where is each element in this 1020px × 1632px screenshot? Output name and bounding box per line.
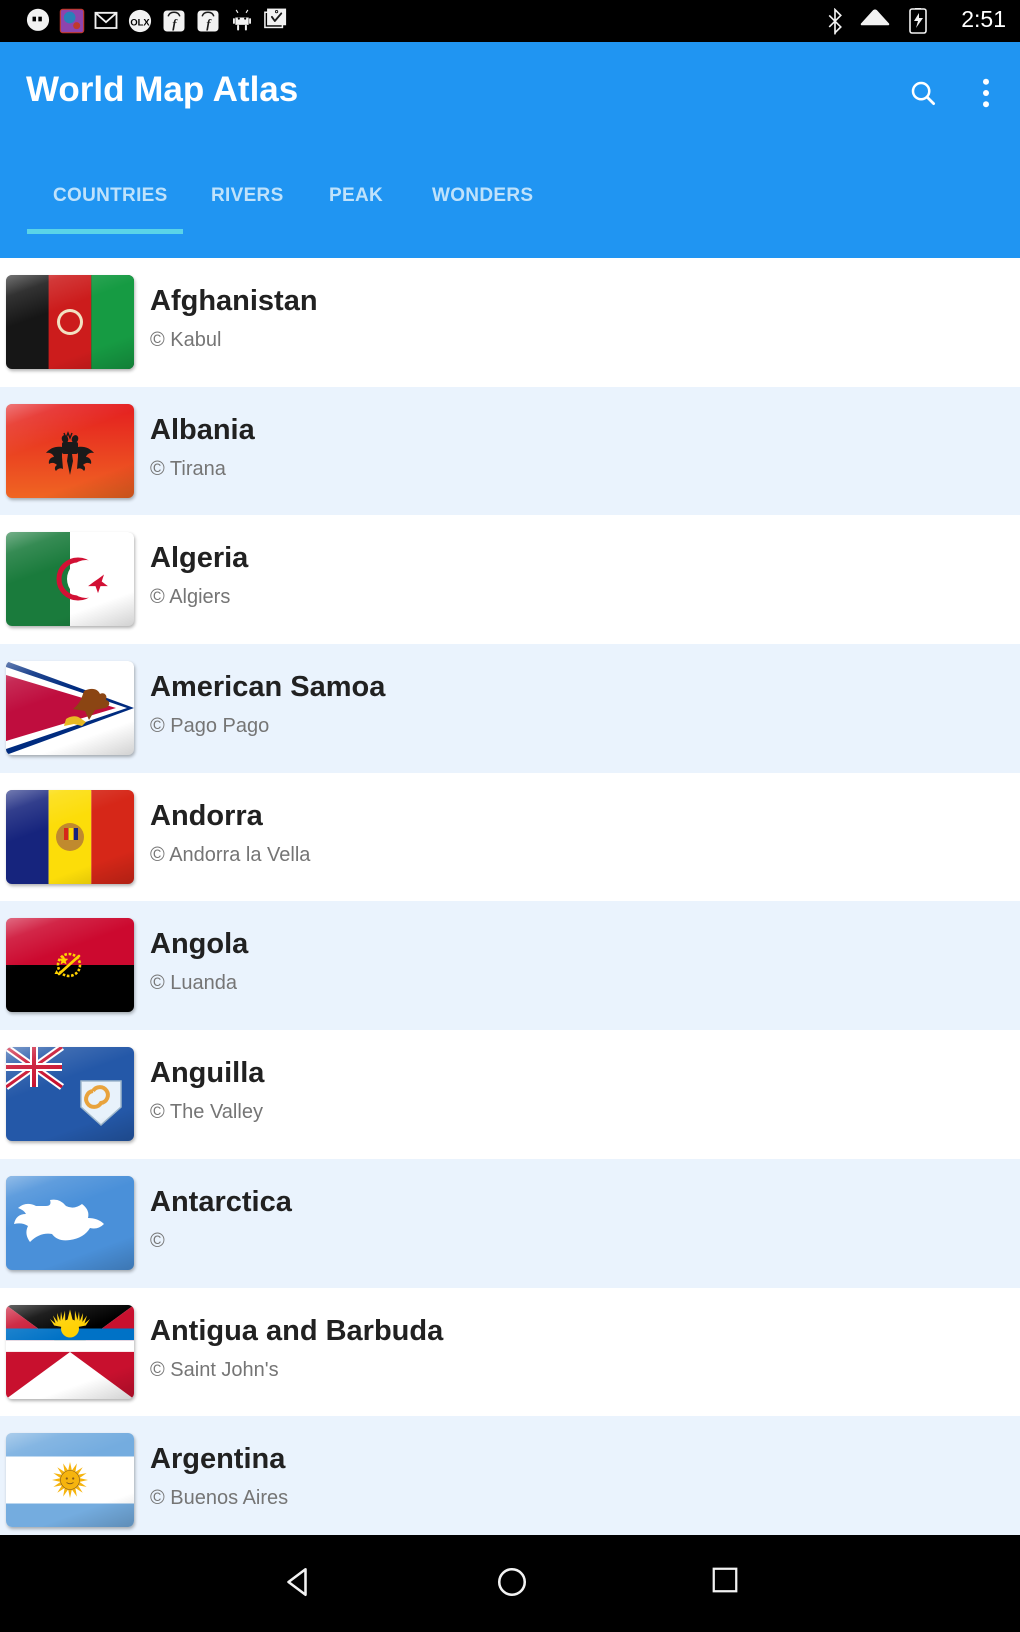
svg-text:OLX: OLX bbox=[130, 18, 150, 28]
